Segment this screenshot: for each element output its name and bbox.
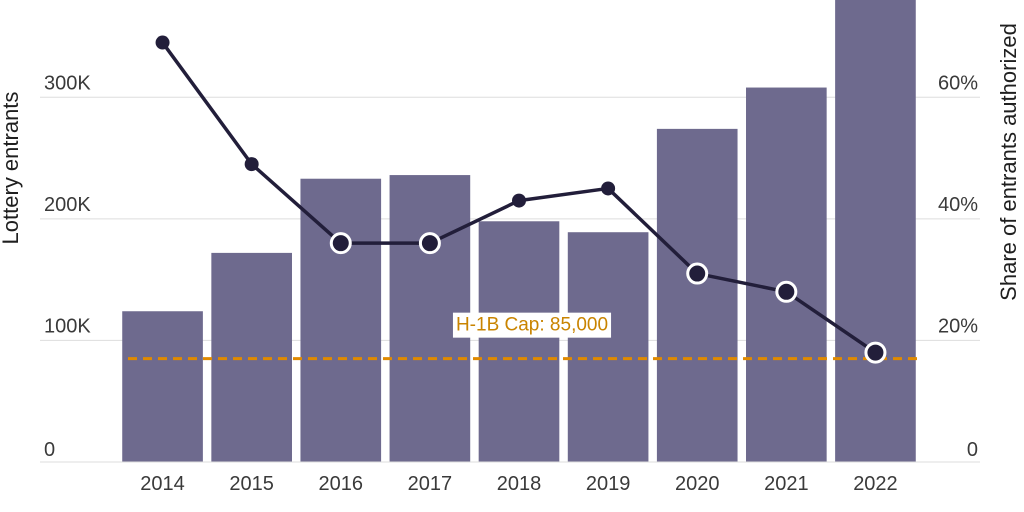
line-point [864,341,887,364]
y-tick-label: 0 [44,439,55,461]
x-tick-label: 2014 [140,473,185,495]
bar [122,311,203,462]
line-point [329,232,352,255]
y2-tick-label: 60% [938,72,978,94]
y-axis-title: Lottery entrants [0,92,23,245]
y2-axis-title: Share of entrants authorized [996,23,1021,301]
bar [835,0,916,462]
cap-label: H-1B Cap: 85,000 [456,315,608,336]
y-tick-label: 100K [44,315,91,337]
x-tick-label: 2017 [408,473,453,495]
bar [300,178,382,462]
line-point [601,181,616,196]
y2-tick-label: 20% [938,315,978,337]
bar [567,232,649,462]
y-tick-label: 200K [44,194,91,216]
bar [746,87,827,463]
cap-label-background [452,312,612,338]
bar [478,221,560,462]
bar [656,128,738,462]
line-point [512,193,526,208]
line-point [244,157,259,172]
x-tick-label: 2019 [586,473,631,495]
line-point [155,35,170,50]
x-tick-label: 2021 [764,473,809,495]
x-tick-label: 2015 [229,473,274,495]
y2-tick-label: 40% [938,194,978,216]
line-point [775,280,798,303]
y2-tick-label: 0 [967,439,978,461]
x-tick-label: 2022 [853,473,898,495]
x-tick-label: 2020 [675,473,720,495]
x-tick-label: 2016 [319,473,364,495]
line-point [418,232,441,255]
x-tick-label: 2018 [497,473,542,495]
y-tick-label: 300K [44,72,91,94]
line-point [686,262,709,285]
